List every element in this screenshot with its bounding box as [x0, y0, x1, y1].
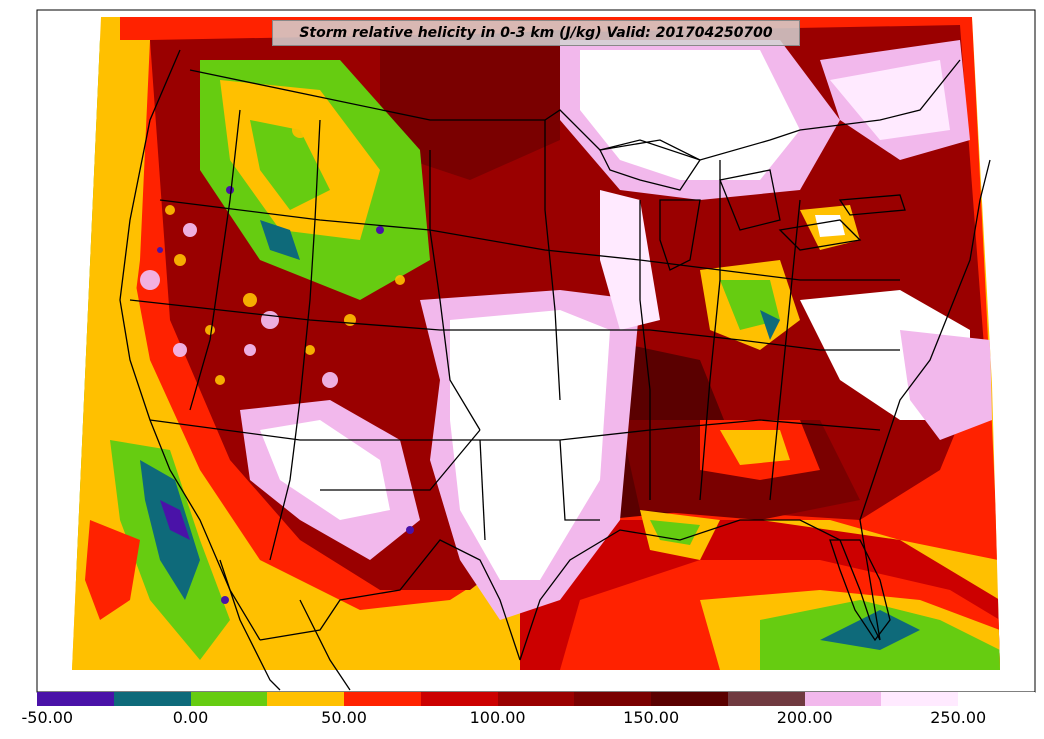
- colorbar-tick-label: 100.00: [469, 708, 526, 727]
- colorbar-tick-label: 250.00: [930, 708, 987, 727]
- colorbar-segment: [267, 692, 345, 706]
- map-title: Storm relative helicity in 0-3 km (J/kg)…: [272, 20, 800, 46]
- colorbar-segment: [113, 692, 191, 706]
- colorbar: [37, 692, 1035, 706]
- colorbar-tick-label: 0.00: [172, 708, 209, 727]
- state-boundaries: [119, 49, 991, 691]
- colorbar-segment: [420, 692, 498, 706]
- colorbar-segment: [651, 692, 728, 706]
- colorbar-segment: [727, 692, 805, 706]
- colorbar-tick-label: 150.00: [623, 708, 680, 727]
- colorbar-segment: [574, 692, 652, 706]
- colorbar-segment: [804, 692, 882, 706]
- colorbar-segment: [344, 692, 421, 706]
- colorbar-ticks: -50.00 0.00 50.00 100.00 150.00 200.00 250.00: [0, 708, 1044, 732]
- colorbar-segment: [958, 692, 1035, 706]
- colorbar-tick-label: 200.00: [776, 708, 833, 727]
- colorbar-segment: [37, 692, 114, 706]
- colorbar-segment: [190, 692, 268, 706]
- colorbar-tick-label: -50.00: [21, 708, 74, 727]
- colorbar-segment: [497, 692, 575, 706]
- colorbar-tick-label: 50.00: [321, 708, 367, 727]
- colorbar-segment: [881, 692, 959, 706]
- helicity-field: [72, 17, 1000, 670]
